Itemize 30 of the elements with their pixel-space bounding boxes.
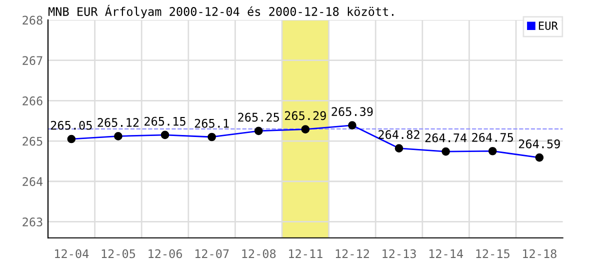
data-label: 265.29 — [284, 111, 326, 120]
x-tick-label: 12-11 — [289, 249, 322, 258]
y-tick-label: 267 — [22, 56, 42, 66]
chart-title: MNB EUR Árfolyam 2000-12-04 és 2000-12-18 között. — [48, 4, 394, 18]
data-label: 265.05 — [50, 120, 92, 130]
data-label: 264.59 — [518, 139, 560, 148]
data-label: 264.75 — [472, 132, 513, 142]
x-tick-label: 12-12 — [336, 249, 369, 258]
y-tick-label: 265 — [22, 136, 42, 146]
x-tick-label: 12-04 — [55, 249, 89, 258]
x-tick-label: 12-18 — [523, 249, 556, 258]
data-label: 265.1 — [194, 118, 229, 128]
data-label: 265.39 — [332, 107, 373, 116]
y-tick-label: 268 — [22, 16, 42, 25]
y-tick-label: 266 — [22, 96, 42, 106]
data-label: 265.15 — [144, 116, 186, 126]
data-label: 264.74 — [425, 133, 467, 142]
x-tick-label: 12-14 — [429, 249, 464, 258]
data-label: 265.25 — [238, 112, 279, 122]
legend-label: EUR — [538, 22, 558, 30]
x-tick-label: 12-15 — [476, 249, 510, 258]
x-tick-label: 12-07 — [195, 249, 229, 258]
y-tick-label: 264 — [22, 177, 43, 186]
y-tick-label: 263 — [22, 217, 42, 226]
data-label: 264.82 — [378, 130, 420, 140]
x-tick-label: 12-05 — [102, 249, 136, 258]
x-tick-label: 12-08 — [242, 249, 276, 258]
x-tick-label: 12-13 — [382, 249, 416, 258]
x-tick-label: 12-06 — [148, 249, 182, 258]
data-label: 265.12 — [98, 118, 139, 127]
